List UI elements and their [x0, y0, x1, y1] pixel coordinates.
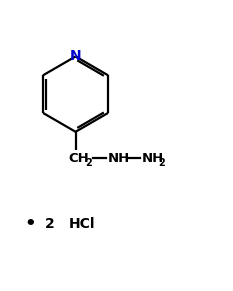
Text: •: • — [24, 215, 36, 233]
Text: N: N — [70, 49, 81, 63]
Text: 2: 2 — [45, 217, 54, 231]
Text: HCl: HCl — [69, 217, 96, 231]
Text: CH: CH — [69, 152, 89, 164]
Text: NH: NH — [107, 152, 130, 164]
Text: 2: 2 — [158, 158, 165, 168]
Text: 2: 2 — [85, 158, 92, 168]
Text: NH: NH — [141, 152, 164, 164]
